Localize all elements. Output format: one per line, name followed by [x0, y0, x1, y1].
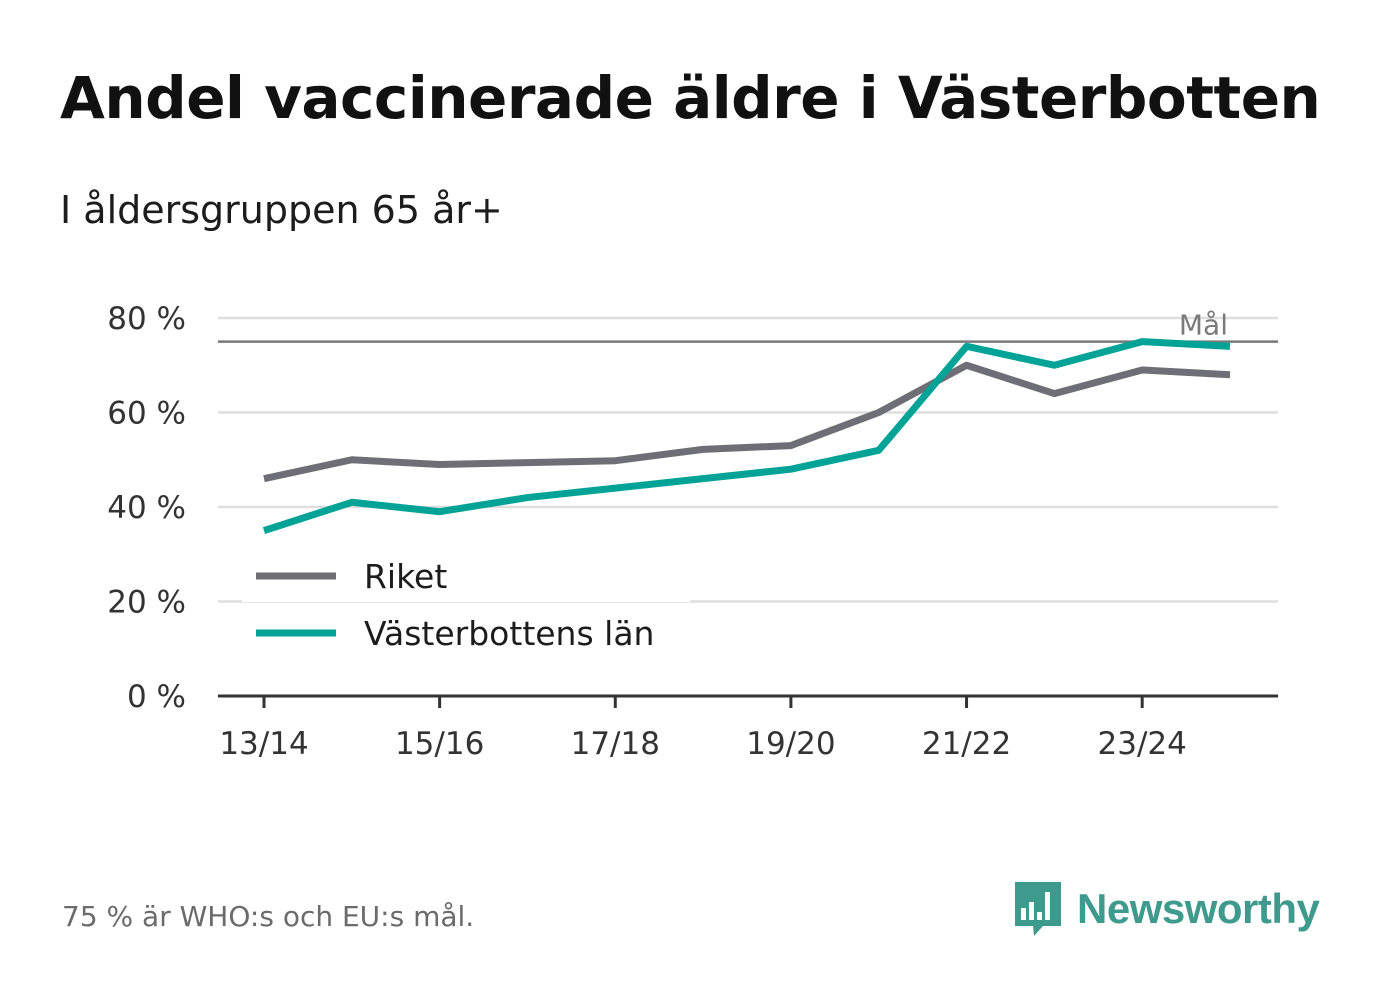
legend: Riket Västerbottens län — [242, 548, 690, 653]
brand-logo: Newsworthy — [1011, 878, 1320, 940]
chart-title: Andel vaccinerade äldre i Västerbotten — [60, 64, 1321, 132]
y-tick-label: 60 % — [107, 396, 186, 432]
footnote: 75 % är WHO:s och EU:s mål. — [62, 900, 475, 933]
x-tick-label: 23/24 — [1098, 726, 1187, 762]
series-lines — [262, 338, 1231, 534]
y-tick-label: 0 % — [127, 679, 186, 715]
x-tick-label: 17/18 — [571, 726, 660, 762]
legend-label: Västerbottens län — [364, 614, 654, 653]
chart-subtitle: I åldersgruppen 65 år+ — [60, 188, 503, 232]
goal-reference: Mål — [218, 309, 1278, 343]
x-tick-label: 15/16 — [395, 726, 484, 762]
y-axis-ticks: 0 % 20 % 40 % 60 % 80 % — [107, 301, 186, 715]
goal-label: Mål — [1179, 309, 1228, 342]
x-tick-label: 21/22 — [922, 726, 1011, 762]
y-tick-label: 20 % — [107, 585, 186, 621]
y-tick-label: 80 % — [107, 301, 186, 337]
brand-name: Newsworthy — [1077, 885, 1320, 932]
x-tick-label: 19/20 — [746, 726, 835, 762]
y-tick-label: 40 % — [107, 490, 186, 526]
legend-label: Riket — [364, 557, 447, 596]
x-axis: 13/14 15/16 17/18 19/20 21/22 23/24 — [218, 694, 1278, 762]
newsworthy-logo-icon — [1015, 882, 1061, 936]
x-tick-label: 13/14 — [219, 726, 308, 762]
series-line-riket — [263, 361, 1231, 483]
series-line-vasterbotten — [262, 338, 1231, 534]
